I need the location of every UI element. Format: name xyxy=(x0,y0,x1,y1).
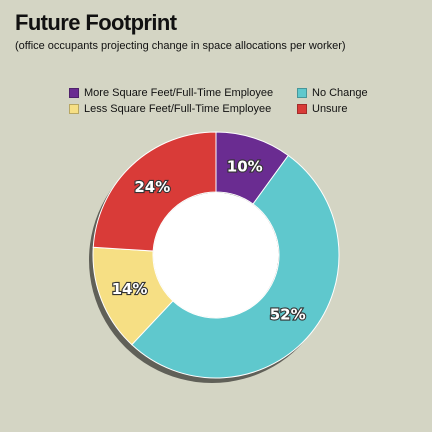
slice-label-more-square-feet: 10% xyxy=(227,158,263,176)
slice-label-no-change: 52% xyxy=(270,305,306,323)
slice-label-unsure: 24% xyxy=(134,178,170,196)
chart-subtitle: (office occupants projecting change in s… xyxy=(15,40,346,52)
donut-hole xyxy=(153,192,279,318)
chart-title: Future Footprint xyxy=(15,10,177,35)
slice-no-change xyxy=(131,154,340,379)
slice-label-less-square-feet: 14% xyxy=(112,280,148,298)
slice-unsure xyxy=(92,131,217,252)
